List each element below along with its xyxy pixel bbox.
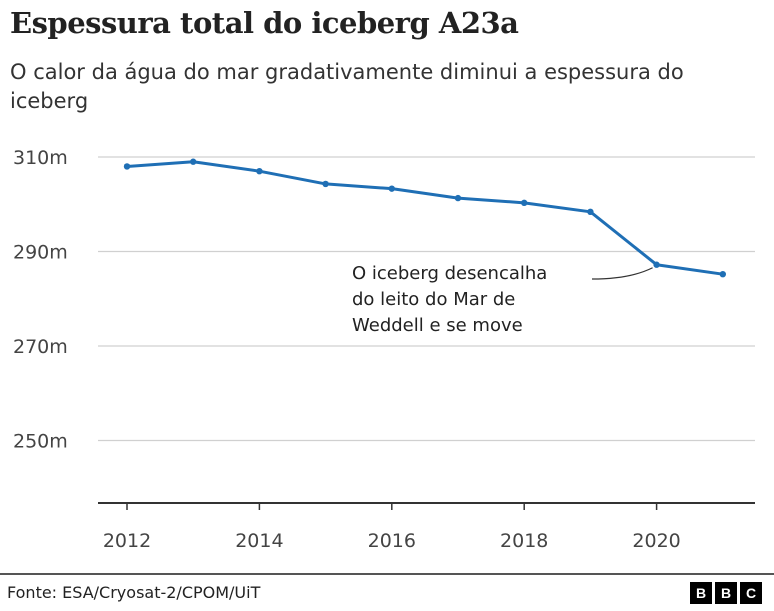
annotation-connector xyxy=(591,267,653,280)
data-point xyxy=(454,194,462,202)
data-point xyxy=(587,208,594,216)
annotation-text: do leito do Mar de xyxy=(352,289,515,310)
footer-divider xyxy=(0,573,774,575)
data-point xyxy=(322,180,329,188)
chart-title: Espessura total do iceberg A23a xyxy=(10,6,519,40)
annotation-text: O iceberg desencalha xyxy=(352,263,547,284)
x-tick-label: 2012 xyxy=(103,530,151,552)
x-tick-label: 2018 xyxy=(500,530,548,552)
source-note: Fonte: ESA/Cryosat-2/CPOM/UiT xyxy=(7,583,261,602)
line-chart: 310m 290m 270m 250m 2012 2014 2016 2018 2020 O ic… xyxy=(13,147,755,552)
y-tick-label: 290m xyxy=(13,242,68,264)
data-point xyxy=(123,163,131,170)
y-tick-label: 270m xyxy=(13,336,68,358)
x-tick-label: 2020 xyxy=(632,530,680,552)
data-point xyxy=(190,158,197,165)
data-point xyxy=(653,261,660,268)
y-tick-label: 310m xyxy=(13,147,68,169)
x-tick-label: 2016 xyxy=(368,530,416,552)
annotation-text: Weddell e se move xyxy=(352,315,523,336)
x-tick-label: 2014 xyxy=(235,530,283,552)
data-point xyxy=(719,270,726,278)
chart-subtitle: O calor da água do mar gradativamente di… xyxy=(10,60,684,113)
data-point xyxy=(388,185,395,192)
data-point xyxy=(521,199,528,207)
y-tick-label: 250m xyxy=(13,431,68,453)
series-line xyxy=(126,160,724,276)
data-point xyxy=(256,167,263,175)
